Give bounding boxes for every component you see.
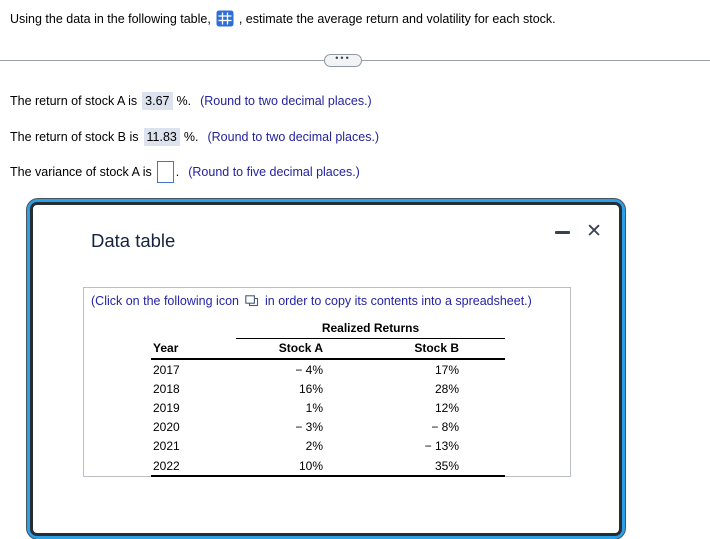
table-row: 2018 16% 28%: [151, 379, 505, 398]
copy-hint-line: (Click on the following icon in order to…: [91, 294, 570, 308]
cell-stock-b: − 13%: [424, 439, 460, 454]
minimize-button[interactable]: [555, 222, 571, 242]
group-header-row: Realized Returns: [151, 321, 506, 339]
group-header-spacer: [151, 321, 236, 339]
cell-stock-b: 12%: [434, 400, 460, 415]
cell-stock-a: 1%: [305, 400, 323, 415]
cell-stock-b: − 8%: [431, 420, 460, 435]
cell-year: 2017: [153, 362, 180, 377]
table-row: 2021 2% − 13%: [151, 437, 505, 456]
q3-unit: .: [175, 164, 180, 179]
answer-return-b[interactable]: 11.83: [143, 128, 180, 146]
question-line-return-b: The return of stock B is 11.83 %. (Round…: [10, 128, 379, 146]
table-row: 2019 1% 12%: [151, 398, 505, 417]
question-line-return-a: The return of stock A is 3.67 %. (Round …: [10, 92, 372, 110]
q3-rounding-hint: (Round to five decimal places.): [188, 164, 360, 179]
q2-unit: %.: [183, 130, 199, 144]
q1-unit: %.: [176, 94, 192, 108]
group-header-label: Realized Returns: [236, 321, 506, 339]
column-header-row: Year Stock A Stock B: [151, 338, 506, 360]
cell-stock-a: 10%: [236, 455, 371, 478]
dialog-title: Data table: [91, 230, 176, 251]
cell-stock-a: 16%: [298, 381, 323, 396]
homework-page: { "intro": { "before_icon": "Using the d…: [0, 10, 710, 539]
table-row: 2017 − 4% 17%: [151, 359, 505, 379]
q1-prefix: The return of stock A is: [10, 94, 138, 108]
col-header-stock-a: Stock A: [236, 338, 371, 360]
cell-stock-b: 17%: [434, 362, 460, 377]
cell-year: 2019: [153, 400, 180, 415]
intro-text-before: Using the data in the following table,: [10, 11, 211, 26]
q2-prefix: The return of stock B is: [10, 130, 139, 144]
question-line-variance-a: The variance of stock A is . (Round to f…: [10, 160, 360, 183]
data-table-dialog-frame: Data table ✕ (Click on the following ico…: [30, 202, 622, 536]
data-table-dialog: Data table ✕ (Click on the following ico…: [27, 199, 625, 539]
table-row: 2022 10% 35%: [151, 455, 506, 478]
variance-input[interactable]: [156, 160, 174, 183]
realized-returns-table: Realized Returns Year Stock A Stock B 20…: [151, 321, 506, 478]
spreadsheet-table-icon[interactable]: [216, 10, 234, 27]
data-table-panel: (Click on the following icon in order to…: [83, 287, 571, 478]
q1-rounding-hint: (Round to two decimal places.): [200, 94, 372, 108]
cell-year: 2020: [153, 420, 180, 435]
q3-prefix: The variance of stock A is: [10, 164, 152, 179]
cell-stock-a: − 3%: [295, 420, 323, 435]
ellipsis-icon: •••: [335, 53, 351, 63]
minus-icon: [555, 230, 571, 234]
cell-stock-a: 2%: [305, 439, 323, 454]
cell-year: 2021: [153, 439, 180, 454]
q2-rounding-hint: (Round to two decimal places.): [207, 130, 380, 144]
answer-return-a[interactable]: 3.67: [142, 92, 173, 110]
copy-hint-before: (Click on the following icon: [91, 294, 239, 308]
table-row: 2020 − 3% − 8%: [151, 418, 505, 437]
intro-text-after: , estimate the average return and volati…: [238, 11, 556, 26]
cell-stock-b: 28%: [434, 381, 460, 396]
cell-stock-a: − 4%: [295, 362, 323, 377]
cell-year: 2018: [153, 381, 180, 396]
copy-hint-after: in order to copy its contents into a spr…: [265, 294, 532, 308]
cell-year: 2022: [151, 455, 236, 478]
close-button[interactable]: ✕: [586, 221, 602, 242]
col-header-year: Year: [151, 338, 236, 360]
divider-expander-button[interactable]: •••: [324, 54, 362, 67]
copy-to-spreadsheet-icon[interactable]: [245, 295, 259, 307]
cell-stock-b: 35%: [371, 455, 506, 478]
question-intro: Using the data in the following table, ,…: [10, 10, 556, 27]
col-header-stock-b: Stock B: [371, 338, 506, 360]
dialog-controls: ✕: [555, 222, 602, 242]
